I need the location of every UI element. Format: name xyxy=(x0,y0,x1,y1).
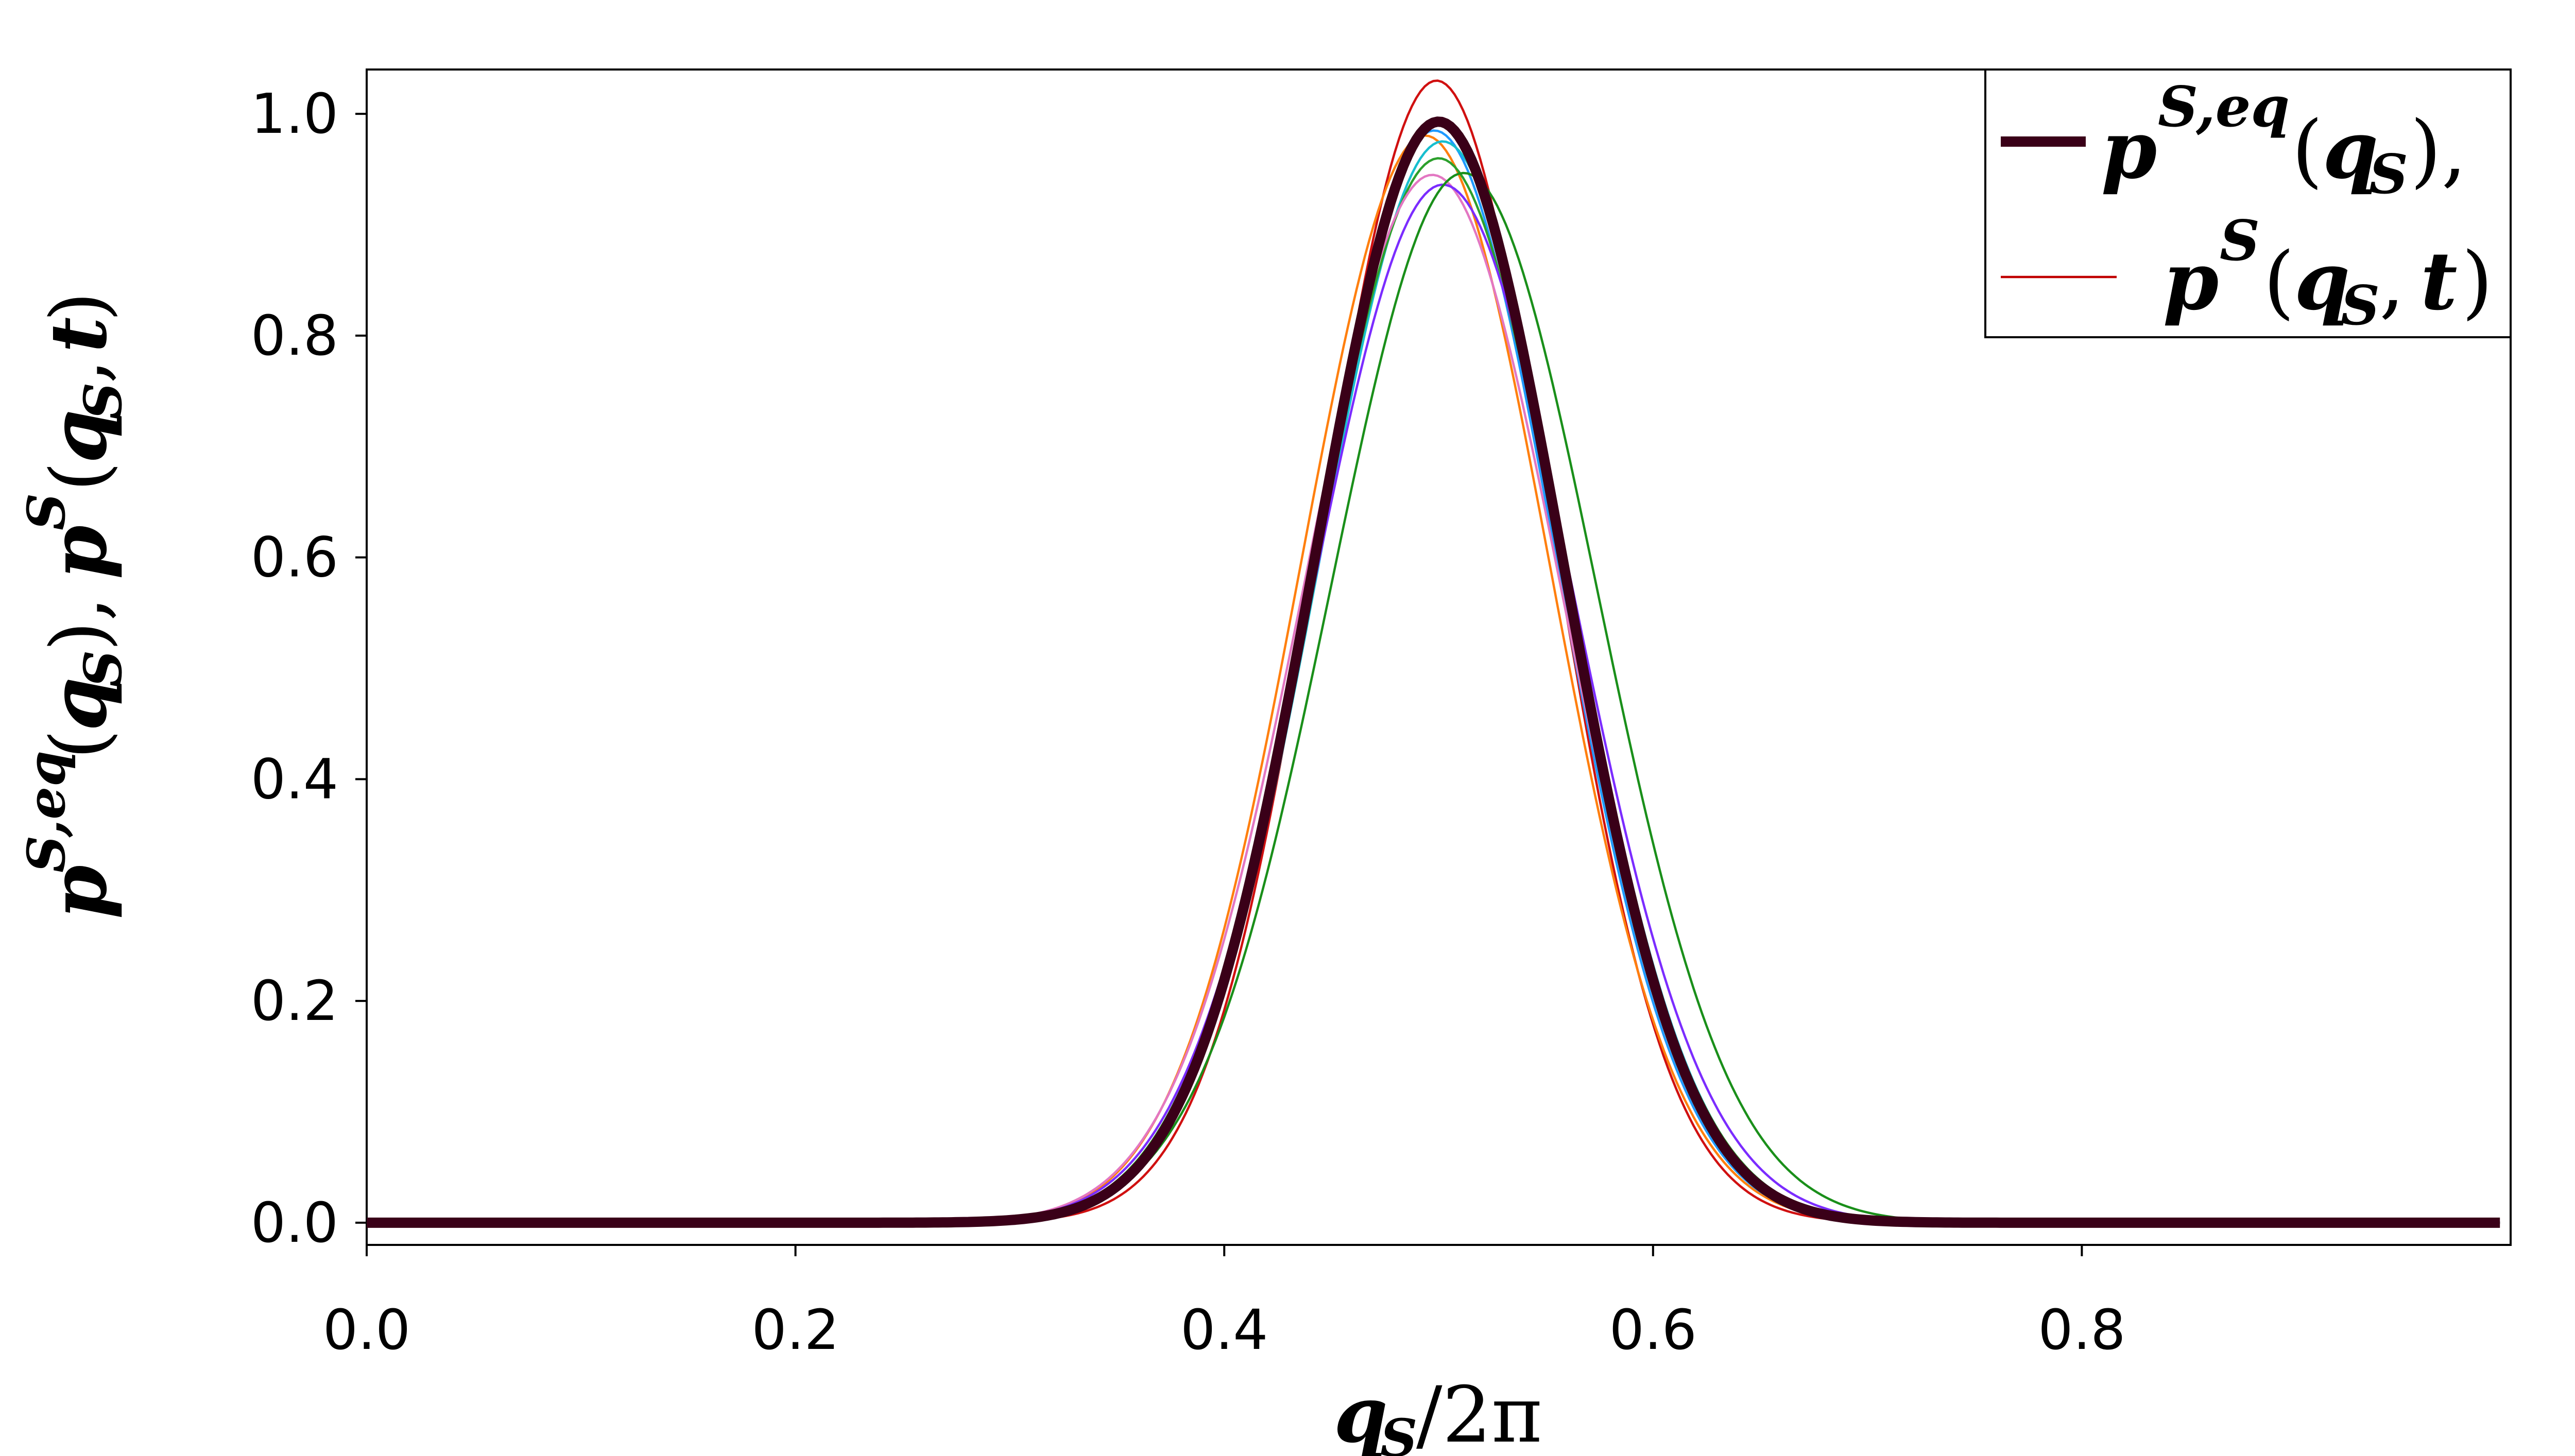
legend: p S,eq(qS),p S(qS, t) xyxy=(1984,68,2512,338)
svg-text:q: q xyxy=(1334,1370,1388,1456)
axes: 0.0 0.2 0.4 0.6 0.8 1.0 0.0 0.2 0.4 0.6 0.8 xyxy=(251,82,2126,1362)
plot-area xyxy=(366,68,2512,1246)
svg-text:q: q xyxy=(2323,102,2378,197)
svg-text:p: p xyxy=(2101,102,2157,197)
svg-text:,: , xyxy=(2379,235,2405,328)
series-line-equilibrium xyxy=(366,116,2501,1228)
x-tick-label: 0.4 xyxy=(1180,1298,1268,1362)
svg-text:(: ( xyxy=(35,729,124,759)
svg-text:(: ( xyxy=(2292,103,2323,197)
svg-text:(: ( xyxy=(35,461,124,492)
x-tick-label: 0.2 xyxy=(752,1298,839,1362)
y-axis-label: p S,eq ( q S ), p S ( q S , t ) xyxy=(16,291,133,919)
legend-label-time: p S(qS, t) xyxy=(2163,209,2493,337)
svg-text:/2π: /2π xyxy=(1416,1371,1542,1456)
y-tick-label: 0.4 xyxy=(251,748,338,811)
svg-text:),: ), xyxy=(35,597,124,651)
svg-text:S,eq: S,eq xyxy=(2158,75,2290,140)
svg-text:p: p xyxy=(33,865,124,919)
x-axis-label: q S /2π xyxy=(1334,1370,1542,1456)
x-tick-label: 0.0 xyxy=(323,1298,410,1362)
svg-text:q: q xyxy=(33,677,124,731)
svg-text:S: S xyxy=(2341,273,2380,337)
svg-text:S: S xyxy=(73,650,133,687)
x-tick-label: 0.8 xyxy=(2038,1298,2125,1362)
svg-text:): ) xyxy=(35,291,124,322)
svg-text:,: , xyxy=(35,359,124,384)
y-tick-label: 0.0 xyxy=(251,1191,338,1255)
x-tick-label: 0.6 xyxy=(1609,1298,1697,1362)
svg-text:S: S xyxy=(2220,209,2260,273)
svg-text:t: t xyxy=(33,317,124,353)
svg-text:),: ), xyxy=(2410,103,2467,197)
svg-text:t: t xyxy=(2420,234,2458,328)
svg-text:S: S xyxy=(1380,1408,1417,1456)
svg-text:S: S xyxy=(2369,142,2408,206)
y-tick-label: 0.8 xyxy=(251,304,338,368)
y-tick-label: 1.0 xyxy=(251,82,338,146)
svg-text:): ) xyxy=(2462,235,2493,328)
svg-text:S: S xyxy=(16,493,77,530)
svg-text:q: q xyxy=(2294,234,2350,328)
svg-text:p: p xyxy=(2163,234,2219,328)
plot-frame xyxy=(366,68,2512,1246)
legend-box xyxy=(1984,68,2512,338)
series-lines xyxy=(366,79,2501,1228)
svg-text:(: ( xyxy=(2263,235,2294,328)
y-tick-label: 0.2 xyxy=(251,969,338,1033)
svg-text:S: S xyxy=(73,383,133,420)
svg-text:q: q xyxy=(33,409,124,463)
y-tick-label: 0.6 xyxy=(251,526,338,590)
svg-text:S,eq: S,eq xyxy=(16,751,77,873)
legend-label-equilibrium: p S,eq(qS), xyxy=(2101,75,2467,206)
svg-text:p: p xyxy=(33,525,124,579)
